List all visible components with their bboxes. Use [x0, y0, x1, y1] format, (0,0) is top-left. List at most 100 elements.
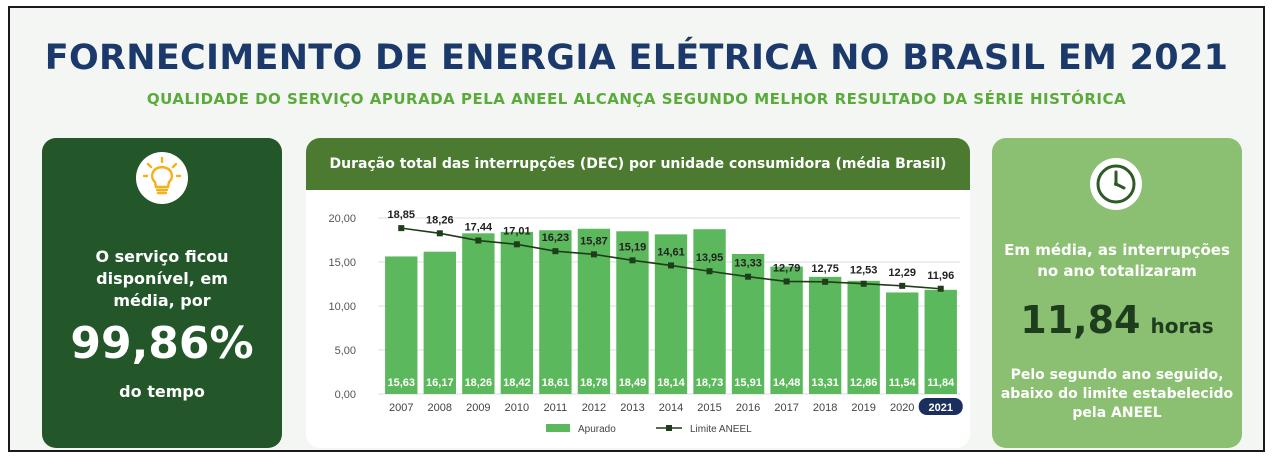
bar: [886, 292, 919, 394]
limit-value-label: 12,75: [811, 263, 839, 275]
x-tick-label: 2012: [582, 402, 606, 414]
bar-value-label: 14,48: [773, 377, 801, 389]
legend-swatch-apurado: [546, 424, 570, 432]
limit-value-label: 13,95: [696, 252, 724, 264]
limit-point: [937, 285, 944, 292]
bar-value-label: 15,91: [734, 377, 762, 389]
limit-value-label: 12,79: [773, 262, 801, 274]
x-tick-label: 2013: [620, 402, 644, 414]
x-tick-label: 2010: [505, 402, 529, 414]
x-tick-label: 2011: [544, 402, 568, 414]
chart-panel: Duração total das interrupções (DEC) por…: [306, 138, 970, 448]
highlight-badge: [918, 398, 963, 415]
limit-point: [629, 257, 636, 264]
x-tick-label: 2018: [813, 402, 837, 414]
bar: [616, 231, 649, 394]
limit-value-label: 13,33: [734, 258, 762, 270]
bar-value-label: 18,42: [503, 377, 531, 389]
dec-chart: 0,00 5,00 10,00 15,00 20,00 15,63 16,17 18,26 18…: [328, 209, 963, 435]
availability-footer: do tempo: [119, 382, 205, 401]
interruptions-value: 11,84 horas: [992, 298, 1242, 342]
limit-point: [745, 273, 752, 280]
chart-title: Duração total das interrupções (DEC) por…: [306, 138, 970, 190]
bar-value-label: 12,86: [850, 377, 878, 389]
availability-value: 99,86%: [70, 318, 254, 369]
x-tick-label: 2019: [851, 402, 875, 414]
availability-panel: O serviço ficou disponível, em média, po…: [42, 138, 282, 448]
bar-value-label: 18,14: [657, 377, 685, 389]
bar-value-label: 15,63: [388, 377, 416, 389]
limit-point: [899, 282, 906, 289]
page-subtitle: QUALIDADE DO SERVIÇO APURADA PELA ANEEL …: [146, 90, 1127, 108]
legend-label-limite: Limite ANEEL: [690, 424, 752, 435]
x-tick-label: 2007: [389, 402, 413, 414]
limit-point: [475, 237, 482, 244]
interruptions-unit: horas: [1150, 314, 1214, 338]
bar: [924, 289, 957, 394]
bar-value-label: 16,17: [426, 377, 454, 389]
bar-value-label: 11,54: [889, 377, 917, 389]
limit-point: [398, 225, 405, 232]
limit-point: [668, 262, 674, 269]
bar: [462, 233, 495, 394]
availability-text: O serviço ficou disponível, em média, po…: [95, 247, 229, 310]
bar: [808, 276, 842, 394]
limit-value-label: 15,19: [619, 241, 647, 253]
lightbulb-icon: [136, 152, 188, 204]
bar-value-label: 18,78: [580, 377, 608, 389]
interruptions-panel: Em média, as interrupções no ano totaliz…: [992, 138, 1242, 448]
limit-point: [513, 241, 520, 248]
limit-value-label: 17,44: [465, 222, 493, 234]
y-tick-label: 15,00: [328, 257, 356, 269]
bar: [500, 231, 534, 394]
limit-value-label: 16,23: [542, 232, 570, 244]
page-title: FORNECIMENTO DE ENERGIA ELÉTRICA NO BRAS…: [44, 38, 1229, 78]
bar-value-label: 18,26: [465, 377, 493, 389]
bar: [693, 229, 726, 394]
legend-marker-limite: [666, 425, 672, 431]
limit-value-label: 18,85: [388, 209, 416, 221]
x-tick-label: 2015: [697, 402, 721, 414]
bar-value-label: 11,84: [927, 377, 955, 389]
x-tick-label: 2016: [736, 402, 760, 414]
bar: [654, 234, 688, 394]
bar: [539, 230, 572, 394]
limit-value-label: 12,29: [888, 267, 916, 279]
limit-value-label: 11,96: [927, 270, 954, 282]
clock-icon: [1090, 158, 1142, 210]
interruptions-number: 11,84: [1020, 298, 1141, 342]
bar-value-label: 18,73: [696, 377, 724, 389]
bar: [770, 266, 803, 394]
limit-value-label: 17,01: [503, 225, 531, 237]
limit-value-label: 18,26: [426, 214, 454, 226]
bar-value-label: 18,61: [542, 377, 570, 389]
x-tick-label: 2020: [890, 402, 914, 414]
y-tick-label: 10,00: [328, 301, 356, 313]
interruptions-text: Em média, as interrupções no ano totaliz…: [1004, 241, 1230, 280]
limit-point: [436, 230, 443, 237]
bar-value-label: 13,31: [811, 377, 839, 389]
bar: [385, 256, 418, 394]
bar: [847, 280, 880, 394]
x-tick-label: 2014: [659, 402, 683, 414]
limit-point: [860, 280, 867, 287]
x-tick-label: 2009: [466, 402, 490, 414]
bar: [423, 251, 456, 394]
limit-point: [706, 268, 713, 275]
x-tick-label: 2021: [928, 402, 952, 414]
x-tick-label: 2017: [774, 402, 798, 414]
interruptions-footer: Pelo segundo ano seguido, abaixo do limi…: [1000, 367, 1234, 421]
infographic: FORNECIMENTO DE ENERGIA ELÉTRICA NO BRAS…: [8, 6, 1265, 452]
y-tick-label: 0,00: [335, 389, 356, 401]
y-tick-label: 20,00: [328, 213, 356, 225]
limit-point: [822, 278, 829, 285]
x-tick-label: 2008: [428, 402, 452, 414]
limit-point: [590, 251, 597, 258]
limit-value-label: 15,87: [580, 235, 608, 247]
bar-value-label: 18,49: [619, 377, 647, 389]
limit-value-label: 12,53: [850, 265, 878, 277]
y-tick-label: 5,00: [335, 345, 356, 357]
limit-point: [552, 248, 559, 255]
legend-label-apurado: Apurado: [578, 424, 616, 435]
limit-value-label: 14,61: [657, 246, 685, 258]
